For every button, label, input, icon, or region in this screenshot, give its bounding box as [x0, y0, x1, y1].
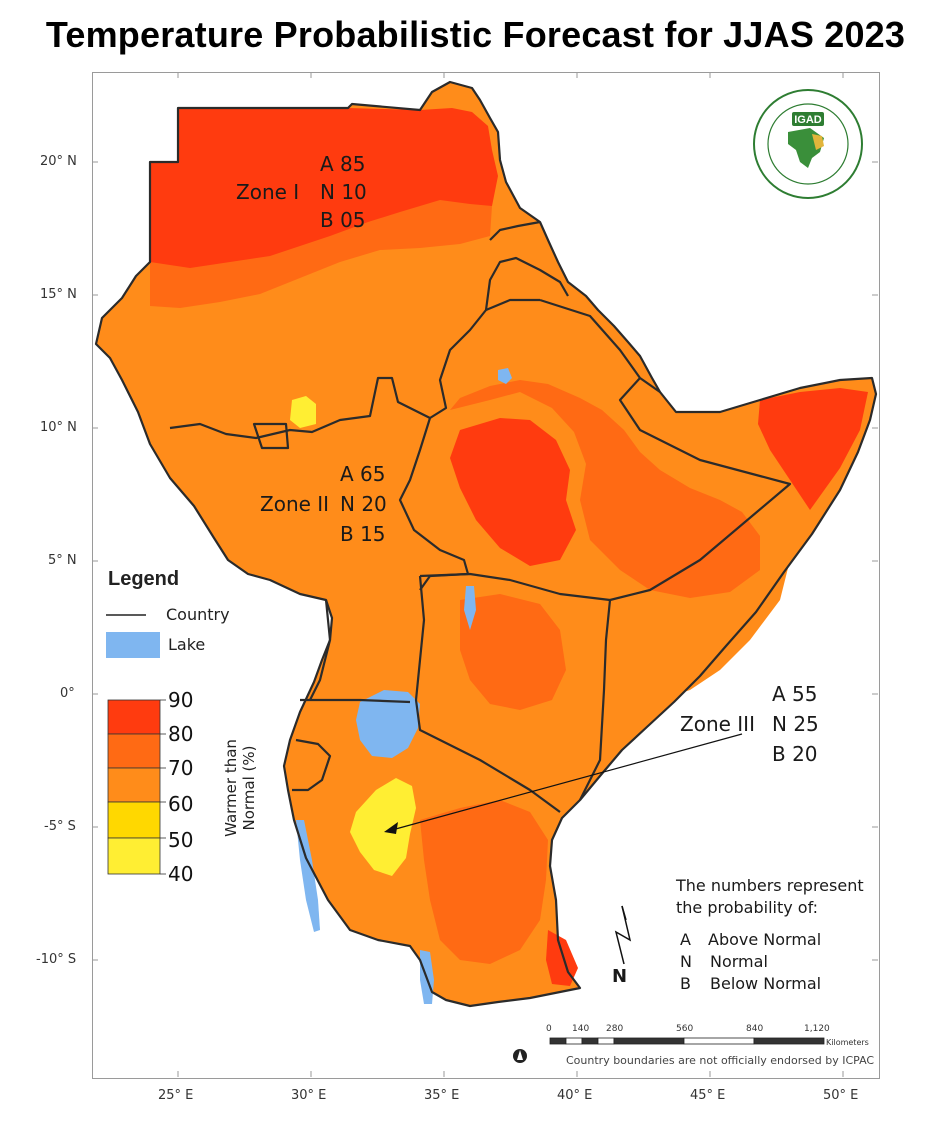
- border-drc-uganda: [309, 599, 332, 701]
- legend-value-40: 40: [168, 862, 194, 886]
- legend-country-label: Country: [166, 605, 230, 624]
- zone-one-n: N 10: [320, 180, 367, 204]
- legend-scale-title-line2: Normal (%): [240, 745, 258, 831]
- zone-three-b: B 20: [772, 742, 818, 766]
- scale-bar: [549, 1037, 825, 1045]
- legend-title: Legend: [108, 568, 180, 590]
- lon-label-45: 45° E: [690, 1088, 726, 1103]
- legend-scale-title-line1: Warmer than: [222, 739, 240, 837]
- zone-darkred-tanzania: [546, 930, 578, 986]
- scale-tick-280: 280: [606, 1024, 624, 1034]
- zone-three-a: A 55: [772, 682, 818, 706]
- lake-turkana: [464, 586, 476, 630]
- scale-tick-840: 840: [746, 1024, 764, 1034]
- lat-label-5: 5° N: [48, 553, 77, 568]
- border-sudan-ssudan: [169, 298, 540, 440]
- zone-two-b: B 15: [340, 522, 386, 546]
- legend-value-50: 50: [168, 828, 194, 852]
- zone-red-tanzania: [420, 800, 548, 964]
- border-ethiopia-west: [484, 220, 569, 311]
- border-small-box: [252, 422, 290, 450]
- legend-value-60: 60: [168, 792, 194, 816]
- zone-red-kenya: [460, 594, 566, 710]
- scale-tick-140: 140: [572, 1024, 590, 1034]
- legend-color-scale: [107, 699, 161, 875]
- zone-three-arrowhead: [384, 822, 398, 834]
- note-line2: the probability of:: [676, 898, 819, 917]
- zone-two-n: N 20: [340, 492, 387, 516]
- zone-three-name: Zone III: [680, 712, 755, 736]
- zone-yellow-tanzania: [350, 778, 416, 876]
- north-arrow-label: N: [612, 966, 628, 987]
- zone-three-n: N 25: [772, 712, 819, 736]
- note-label-a: Above Normal: [708, 930, 822, 949]
- legend-value-90: 90: [168, 688, 194, 712]
- zone-red-north-edge: [150, 200, 492, 308]
- note-label-b: Below Normal: [710, 974, 822, 993]
- zone-darkred-ethiopia: [450, 418, 576, 566]
- legend-value-70: 70: [168, 756, 194, 780]
- scale-tick-560: 560: [676, 1024, 694, 1034]
- north-arrow-graphic: [614, 905, 632, 965]
- disclaimer: Country boundaries are not officially en…: [566, 1054, 875, 1067]
- scale-tick-1120: 1,120: [804, 1024, 830, 1034]
- lat-label-10: 10° N: [40, 420, 77, 435]
- legend-scale-title: Warmer than Normal (%): [222, 728, 258, 848]
- lake-tana: [498, 368, 512, 384]
- lat-label-15: 15° N: [40, 287, 77, 302]
- lat-label-0: 0°: [60, 686, 75, 701]
- note-line1: The numbers represent: [676, 876, 864, 895]
- zone-two-a: A 65: [340, 462, 386, 486]
- logo-text: IGAD: [794, 114, 822, 126]
- zone-two-name: Zone II: [260, 492, 330, 516]
- zone-red-ethiopia: [450, 380, 760, 598]
- note-key-n: N: [680, 952, 692, 971]
- lon-label-40: 40° E: [557, 1088, 593, 1103]
- zone-one-b: B 05: [320, 208, 366, 232]
- lat-label-20: 20° N: [40, 154, 77, 169]
- lon-label-30: 30° E: [291, 1088, 327, 1103]
- region-outline: [94, 80, 878, 1008]
- zone-orange-somalia: [608, 560, 790, 700]
- zone-three-arrow: [391, 733, 743, 831]
- note-key-b: B: [680, 974, 691, 993]
- lon-label-50: 50° E: [823, 1088, 859, 1103]
- zone-red-north: [150, 108, 498, 302]
- lake-victoria: [356, 690, 420, 758]
- scale-tick-0: 0: [546, 1024, 552, 1034]
- note-key-a: A: [680, 930, 691, 949]
- border-ethiopia-somalia: [539, 298, 792, 602]
- legend-lake-swatch: [106, 632, 160, 658]
- scale-unit: Kilometers: [826, 1038, 869, 1047]
- igad-logo: IGAD: [753, 89, 863, 199]
- legend-lake-label: Lake: [168, 635, 206, 654]
- lon-label-35: 35° E: [424, 1088, 460, 1103]
- legend-value-80: 80: [168, 722, 194, 746]
- lon-label-25: 25° E: [158, 1088, 194, 1103]
- map-title: Temperature Probabilistic Forecast for J…: [45, 14, 906, 55]
- region-base: [96, 82, 876, 1006]
- zone-yellow-small: [290, 396, 316, 428]
- zone-one-name: Zone I: [236, 180, 300, 204]
- lat-label-m10: -10° S: [36, 952, 77, 967]
- zone-one-a: A 85: [320, 152, 366, 176]
- note-label-n: Normal: [710, 952, 768, 971]
- lat-label-m5: -5° S: [44, 819, 76, 834]
- border-uganda-tz: [292, 698, 411, 792]
- border-kenya: [414, 572, 612, 813]
- zone-red-somalia: [758, 388, 868, 510]
